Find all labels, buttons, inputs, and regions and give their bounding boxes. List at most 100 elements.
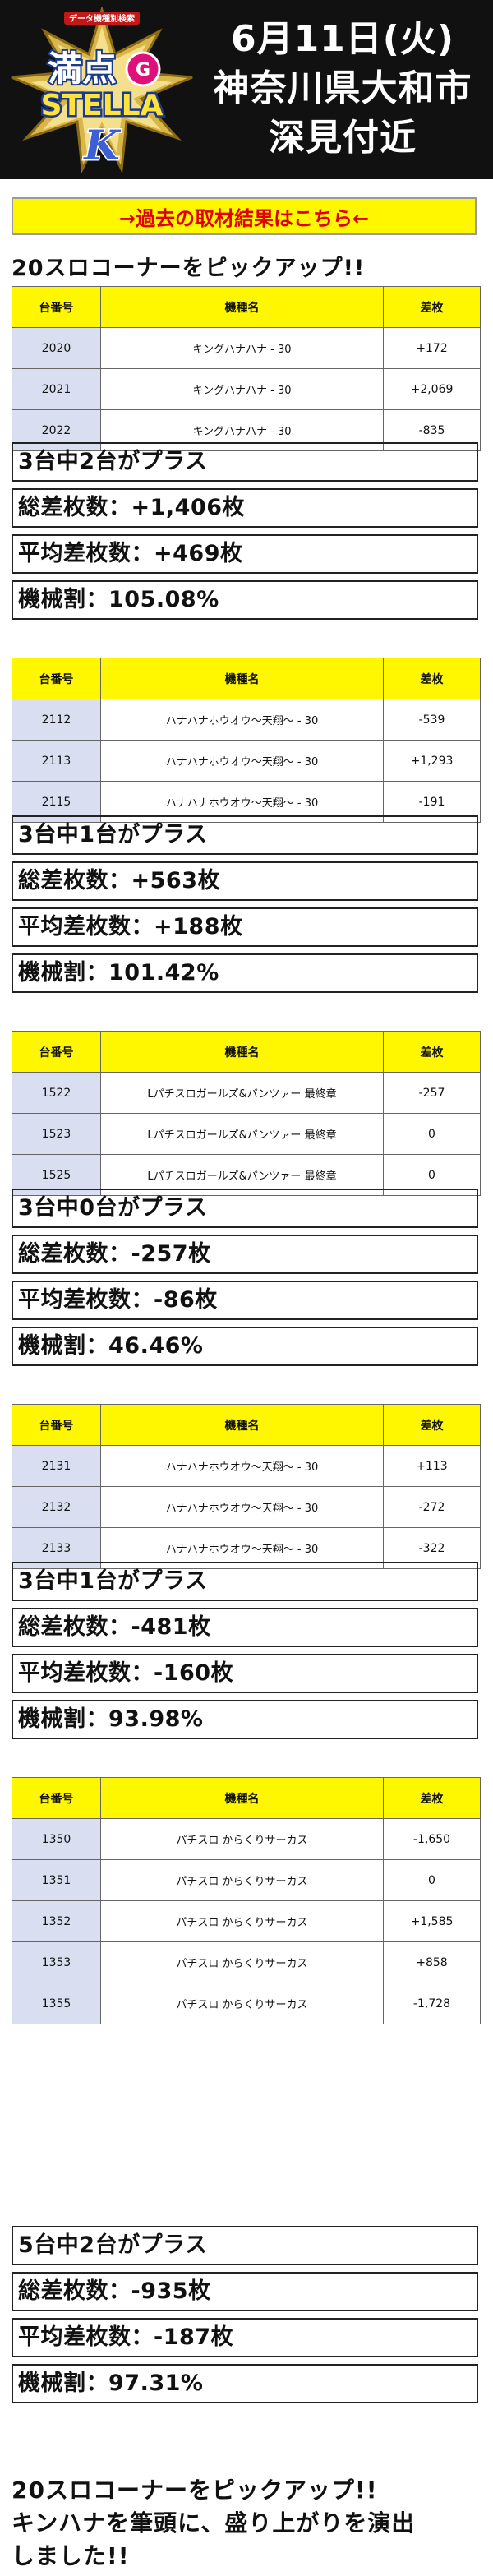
footer-line-2: キンハナを筆頭に、盛り上がりを演出 bbox=[12, 2509, 416, 2537]
total-diff: 総差枚数：-935枚 bbox=[12, 2272, 478, 2311]
col-header-number: 台番号 bbox=[12, 1031, 101, 1073]
footer-line-1: 20スロコーナーをピックアップ!! bbox=[12, 2477, 378, 2504]
machine-name: キングハナハナ - 30 bbox=[100, 368, 384, 410]
coin-diff: -257 bbox=[383, 1072, 481, 1114]
machine-name: Lパチスロガールズ&パンツァー 最終章 bbox=[100, 1072, 384, 1114]
machine-number: 1523 bbox=[12, 1113, 101, 1155]
results-table-1: 台番号 機種名 差枚 2020 キングハナハナ - 30 +172 2021 キ… bbox=[12, 286, 481, 451]
machine-number: 1352 bbox=[12, 1900, 101, 1942]
section-title: 20スロコーナーをピックアップ!! bbox=[12, 256, 366, 281]
machine-number: 1351 bbox=[12, 1859, 101, 1901]
payout-rate: 機械割：101.42% bbox=[12, 953, 478, 993]
results-table-2: 台番号 機種名 差枚 2112 ハナハナホウオウ〜天翔〜 - 30 -539 2… bbox=[12, 658, 481, 823]
table-row: 2113 ハナハナホウオウ〜天翔〜 - 30 +1,293 bbox=[12, 740, 481, 782]
table-row: 2131 ハナハナホウオウ〜天翔〜 - 30 +113 bbox=[12, 1445, 481, 1487]
col-header-diff: 差枚 bbox=[383, 1777, 481, 1819]
coin-diff: -539 bbox=[383, 699, 481, 741]
svg-text:K: K bbox=[82, 121, 122, 169]
svg-text:G: G bbox=[136, 60, 150, 81]
col-header-diff: 差枚 bbox=[383, 658, 481, 699]
machine-name: Lパチスロガールズ&パンツァー 最終章 bbox=[100, 1113, 384, 1155]
total-diff: 総差枚数：+563枚 bbox=[12, 861, 478, 901]
total-diff: 総差枚数：-481枚 bbox=[12, 1608, 478, 1647]
plus-count: 5台中2台がプラス bbox=[12, 2226, 478, 2265]
table-row: 2112 ハナハナホウオウ〜天翔〜 - 30 -539 bbox=[12, 699, 481, 741]
table-row: 1352 パチスロ からくりサーカス +1,585 bbox=[12, 1900, 481, 1942]
store-logo: データ機種別検索 満点 G STELLA K bbox=[7, 7, 197, 173]
table-row: 1523 Lパチスロガールズ&パンツァー 最終章 0 bbox=[12, 1113, 481, 1155]
machine-number: 1350 bbox=[12, 1818, 101, 1860]
table-row: 1522 Lパチスロガールズ&パンツァー 最終章 -257 bbox=[12, 1072, 481, 1114]
average-diff: 平均差枚数：-160枚 bbox=[12, 1654, 478, 1693]
machine-name: パチスロ からくりサーカス bbox=[100, 1818, 384, 1860]
table-header-row: 台番号 機種名 差枚 bbox=[12, 1404, 481, 1446]
col-header-diff: 差枚 bbox=[383, 286, 481, 328]
payout-rate: 機械割：97.31% bbox=[12, 2364, 478, 2403]
payout-rate: 機械割：46.46% bbox=[12, 1327, 478, 1366]
average-diff: 平均差枚数：+469枚 bbox=[12, 534, 478, 574]
table-row: 1350 パチスロ からくりサーカス -1,650 bbox=[12, 1818, 481, 1860]
average-diff: 平均差枚数：-86枚 bbox=[12, 1281, 478, 1320]
machine-name: パチスロ からくりサーカス bbox=[100, 1900, 384, 1942]
machine-name: パチスロ からくりサーカス bbox=[100, 1941, 384, 1983]
col-header-number: 台番号 bbox=[12, 286, 101, 328]
col-header-number: 台番号 bbox=[12, 1404, 101, 1446]
machine-number: 1353 bbox=[12, 1941, 101, 1983]
coin-diff: 0 bbox=[383, 1113, 481, 1155]
footer-line-3: しました!! bbox=[12, 2542, 130, 2569]
payout-rate: 機械割：93.98% bbox=[12, 1700, 478, 1739]
results-table-5: 台番号 機種名 差枚 1350 パチスロ からくりサーカス -1,650 135… bbox=[12, 1777, 481, 2024]
header-banner: データ機種別検索 満点 G STELLA K 6月11日(火) 神奈川県大和市 … bbox=[0, 0, 493, 179]
col-header-machine: 機種名 bbox=[100, 1777, 384, 1819]
table-row: 2020 キングハナハナ - 30 +172 bbox=[12, 327, 481, 369]
coin-diff: -1,650 bbox=[383, 1818, 481, 1860]
header-text: 6月11日(火) 神奈川県大和市 深見付近 bbox=[196, 15, 490, 163]
col-header-machine: 機種名 bbox=[100, 1031, 384, 1073]
machine-name: ハナハナホウオウ〜天翔〜 - 30 bbox=[100, 1445, 384, 1487]
svg-text:STELLA: STELLA bbox=[41, 89, 164, 122]
payout-rate: 機械割：105.08% bbox=[12, 580, 478, 620]
table-row: 1353 パチスロ からくりサーカス +858 bbox=[12, 1941, 481, 1983]
table-row: 2021 キングハナハナ - 30 +2,069 bbox=[12, 368, 481, 410]
footer-summary: 20スロコーナーをピックアップ!! キンハナを筆頭に、盛り上がりを演出 しました… bbox=[12, 2474, 481, 2573]
table-row: 2132 ハナハナホウオウ〜天翔〜 - 30 -272 bbox=[12, 1486, 481, 1528]
coin-diff: 0 bbox=[383, 1859, 481, 1901]
machine-number: 2022 bbox=[12, 409, 101, 451]
past-results-link[interactable]: →過去の取材結果はこちら← bbox=[12, 197, 477, 235]
coin-diff: +113 bbox=[383, 1445, 481, 1487]
machine-name: ハナハナホウオウ〜天翔〜 - 30 bbox=[100, 740, 384, 782]
coin-diff: +1,585 bbox=[383, 1900, 481, 1942]
col-header-diff: 差枚 bbox=[383, 1404, 481, 1446]
plus-count: 3台中1台がプラス bbox=[12, 1562, 478, 1601]
machine-number: 2021 bbox=[12, 368, 101, 410]
average-diff: 平均差枚数：+188枚 bbox=[12, 907, 478, 947]
total-diff: 総差枚数：-257枚 bbox=[12, 1235, 478, 1274]
machine-number: 2132 bbox=[12, 1486, 101, 1528]
svg-text:満点: 満点 bbox=[48, 48, 117, 89]
header-date: 6月11日(火) bbox=[230, 18, 455, 60]
machine-name: ハナハナホウオウ〜天翔〜 - 30 bbox=[100, 1486, 384, 1528]
machine-name: キングハナハナ - 30 bbox=[100, 409, 384, 451]
machine-number: 1355 bbox=[12, 1983, 101, 2024]
table-header-row: 台番号 機種名 差枚 bbox=[12, 1777, 481, 1819]
results-table-4: 台番号 機種名 差枚 2131 ハナハナホウオウ〜天翔〜 - 30 +113 2… bbox=[12, 1404, 481, 1569]
machine-name: パチスロ からくりサーカス bbox=[100, 1983, 384, 2024]
header-city: 神奈川県大和市 bbox=[213, 67, 472, 109]
machine-name: ハナハナホウオウ〜天翔〜 - 30 bbox=[100, 699, 384, 741]
machine-name: パチスロ からくりサーカス bbox=[100, 1859, 384, 1901]
coin-diff: -835 bbox=[383, 409, 481, 451]
results-table-3: 台番号 機種名 差枚 1522 Lパチスロガールズ&パンツァー 最終章 -257… bbox=[12, 1031, 481, 1196]
plus-count: 3台中0台がプラス bbox=[12, 1189, 478, 1228]
header-area: 深見付近 bbox=[269, 117, 417, 159]
col-header-machine: 機種名 bbox=[100, 1404, 384, 1446]
col-header-number: 台番号 bbox=[12, 658, 101, 699]
plus-count: 3台中1台がプラス bbox=[12, 815, 478, 855]
coin-diff: +1,293 bbox=[383, 740, 481, 782]
machine-number: 2131 bbox=[12, 1445, 101, 1487]
machine-name: キングハナハナ - 30 bbox=[100, 327, 384, 369]
table-header-row: 台番号 機種名 差枚 bbox=[12, 286, 481, 328]
machine-number: 1522 bbox=[12, 1072, 101, 1114]
col-header-machine: 機種名 bbox=[100, 658, 384, 699]
coin-diff: +172 bbox=[383, 327, 481, 369]
